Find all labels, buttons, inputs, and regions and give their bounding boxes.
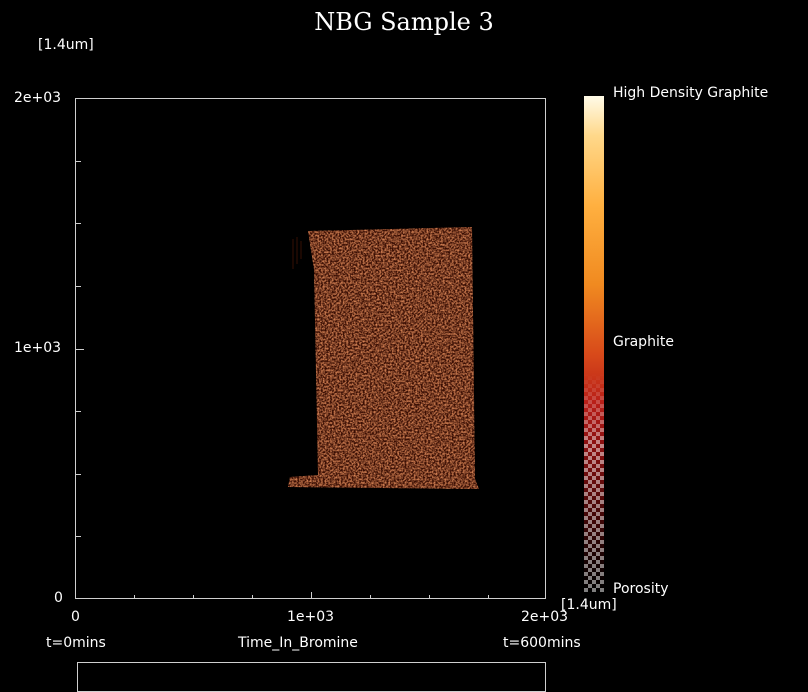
x-minor-ticks	[134, 592, 489, 598]
y-minor-ticks	[76, 161, 84, 537]
x-axis-label: Time_In_Bromine	[238, 635, 358, 651]
secondary-plot-frame	[77, 662, 546, 692]
colorbar-transparency-pattern	[584, 96, 604, 592]
x-tick-label-start: 0	[71, 609, 80, 625]
colorbar-unit-label: [1.4um]	[561, 597, 617, 613]
graphite-sample-region	[288, 227, 479, 489]
image-plot-area[interactable]	[75, 98, 546, 599]
colorbar-top-label: High Density Graphite	[613, 85, 769, 101]
plot-title: NBG Sample 3	[314, 8, 494, 36]
edge-streaks	[292, 237, 302, 269]
y-unit-label: [1.4um]	[38, 37, 94, 53]
colorbar-bottom-label: Porosity	[613, 581, 669, 597]
y-tick-label-bottom: 0	[54, 590, 63, 606]
sample-scan-image	[76, 161, 489, 598]
x-time-start-label: t=0mins	[46, 635, 106, 651]
y-tick-label-top: 2e+03	[14, 90, 62, 106]
x-time-end-label: t=600mins	[503, 635, 581, 651]
x-tick-label-end: 2e+03	[521, 609, 569, 625]
colorbar-mid-label: Graphite	[613, 334, 674, 350]
x-tick-label-mid: 1e+03	[287, 609, 335, 625]
colorbar	[584, 96, 604, 592]
y-tick-label-mid: 1e+03	[14, 340, 62, 356]
